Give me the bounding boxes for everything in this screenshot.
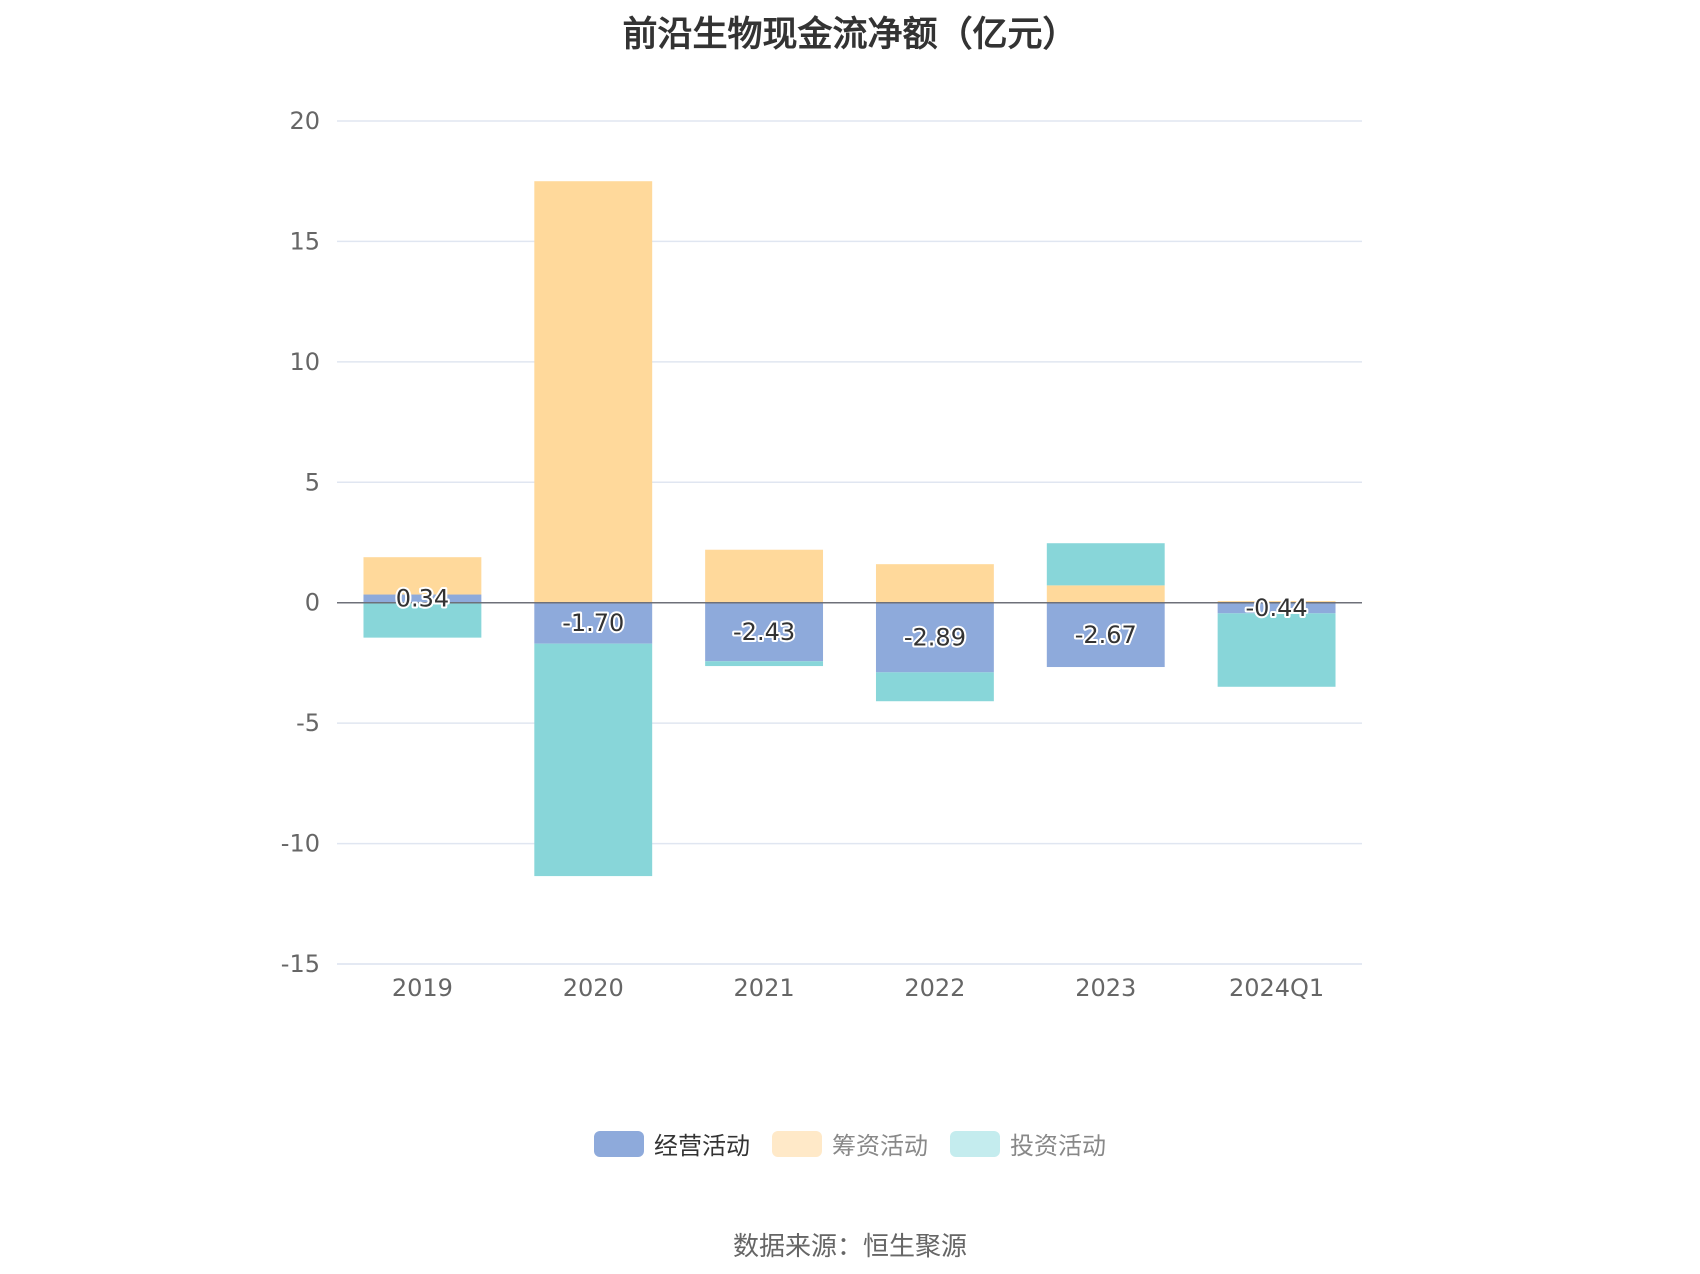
bars [363,181,1336,877]
grid-lines [337,120,1362,965]
legend-swatch-investing [950,1130,1000,1157]
x-axis: 2019 2020 2021 2022 2023 2024Q1 [337,963,1362,1002]
bar-segment [705,549,824,603]
data-label: 0.34 [396,585,449,613]
bar-segment [705,661,824,667]
data-source: 数据来源：恒生聚源 [732,1232,967,1262]
legend-label-investing: 投资活动 [1010,1132,1106,1160]
data-label: -0.44 [1246,594,1308,622]
bar-segment [1046,602,1165,668]
x-tick-label: 2019 [392,974,453,1002]
legend-swatch-financing [772,1130,822,1157]
y-tick-label: -5 [296,709,320,737]
data-label: -2.89 [904,624,966,652]
bar-segment [875,564,994,603]
bar-segment [1217,601,1336,603]
bar-segment [1217,613,1336,687]
legend-label-operating: 经营活动 [654,1132,750,1160]
y-axis: 20 15 10 5 0 -5 -10 -15 [281,107,320,978]
y-tick-label: 20 [289,107,320,135]
y-tick-label: 10 [289,348,320,376]
bar-segment [363,602,482,638]
x-tick-label: 2024Q1 [1229,974,1324,1002]
y-tick-label: -15 [281,950,320,978]
bar-segment [875,672,994,702]
bar-segment [1046,543,1165,586]
bar-segment [534,181,653,603]
bar-segment [705,602,824,662]
bar-segment [1217,602,1336,614]
legend-swatch-operating [594,1130,644,1157]
data-label: -2.43 [733,618,795,646]
bar-segment [1046,585,1165,603]
legend-item-operating[interactable]: 经营活动 [594,1126,750,1161]
chart-svg: 20 15 10 5 0 -5 -10 -15 0.34 -1.70 -2.43 -2.89 -2.6… [281,107,1362,1002]
x-tick-label: 2023 [1075,974,1136,1002]
bar-segment [875,602,994,673]
legend-label-financing: 筹资活动 [832,1132,928,1160]
x-tick-label: 2020 [563,974,624,1002]
bar-segment [534,602,653,644]
x-tick-label: 2021 [734,974,795,1002]
y-tick-label: -10 [281,830,320,858]
y-tick-label: 0 [305,589,320,617]
bar-segment [363,557,482,595]
bar-segment [363,594,482,603]
x-tick-label: 2022 [904,974,965,1002]
y-tick-label: 15 [289,227,320,255]
legend-item-investing[interactable]: 投资活动 [950,1126,1106,1161]
data-labels: 0.34 -1.70 -2.43 -2.89 -2.67 -0.44 [394,583,1310,654]
bar-segment [534,643,653,877]
data-label: -1.70 [562,609,624,637]
y-tick-label: 5 [305,468,320,496]
data-label: -2.67 [1075,621,1137,649]
legend-item-financing[interactable]: 筹资活动 [772,1126,928,1161]
legend: 经营活动 筹资活动 投资活动 [0,1126,1700,1161]
chart-title: 前沿生物现金流净额（亿元） [622,15,1078,55]
